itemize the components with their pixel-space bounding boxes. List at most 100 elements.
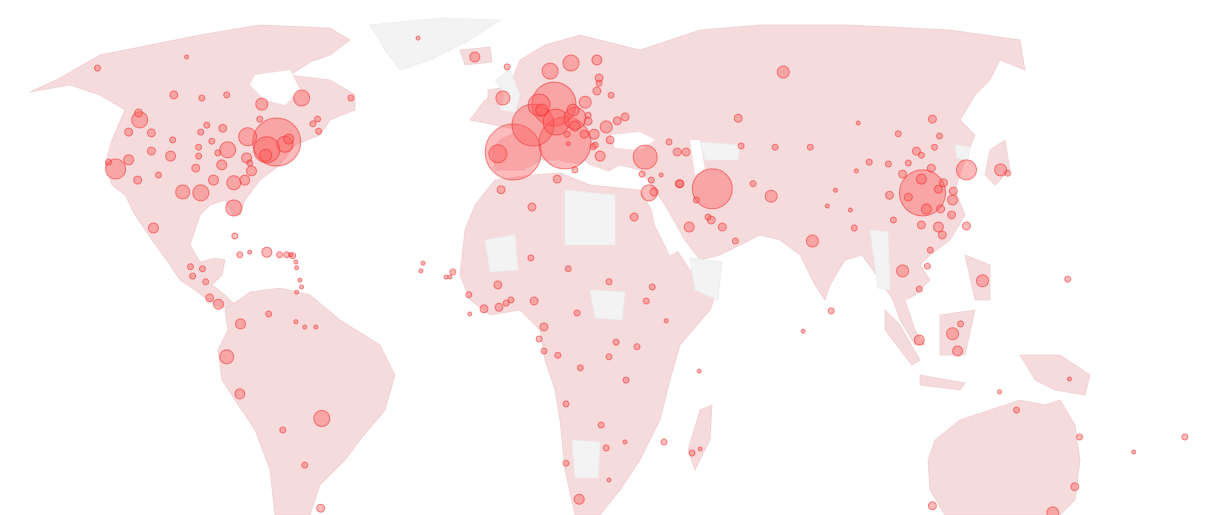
map-bubble[interactable]	[502, 299, 510, 307]
map-bubble[interactable]	[1076, 433, 1084, 441]
map-bubble[interactable]	[218, 123, 228, 133]
map-bubble[interactable]	[571, 166, 579, 174]
map-bubble[interactable]	[932, 221, 944, 233]
map-bubble[interactable]	[293, 319, 299, 325]
map-bubble[interactable]	[658, 172, 664, 178]
map-bubble[interactable]	[599, 120, 613, 134]
map-bubble[interactable]	[495, 90, 511, 106]
map-bubble[interactable]	[465, 291, 473, 299]
map-bubble[interactable]	[622, 439, 628, 445]
map-bubble[interactable]	[225, 199, 243, 217]
map-bubble[interactable]	[226, 175, 242, 191]
map-bubble[interactable]	[123, 154, 135, 166]
map-bubble[interactable]	[865, 158, 873, 166]
map-bubble[interactable]	[541, 62, 559, 80]
map-bubble[interactable]	[415, 35, 421, 41]
map-bubble[interactable]	[638, 170, 646, 178]
map-bubble[interactable]	[165, 150, 177, 162]
map-bubble[interactable]	[578, 95, 592, 109]
map-bubble[interactable]	[936, 204, 946, 214]
map-bubble[interactable]	[764, 189, 778, 203]
map-bubble[interactable]	[189, 272, 197, 280]
map-bubble[interactable]	[539, 322, 549, 332]
map-bubble[interactable]	[1131, 449, 1137, 455]
map-bubble[interactable]	[488, 144, 508, 164]
map-bubble[interactable]	[542, 108, 570, 136]
map-bubble[interactable]	[213, 298, 224, 310]
map-bubble[interactable]	[903, 192, 913, 202]
map-bubble[interactable]	[202, 278, 210, 286]
map-bubble[interactable]	[946, 327, 960, 341]
map-bubble[interactable]	[663, 318, 669, 324]
map-bubble[interactable]	[665, 138, 673, 146]
map-bubble[interactable]	[633, 343, 641, 351]
map-bubble[interactable]	[261, 246, 273, 258]
map-bubble[interactable]	[420, 260, 426, 266]
map-bubble[interactable]	[566, 103, 580, 117]
map-bubble[interactable]	[199, 265, 206, 273]
map-bubble[interactable]	[927, 501, 937, 511]
map-bubble[interactable]	[208, 174, 219, 186]
map-bubble[interactable]	[594, 73, 604, 83]
map-bubble[interactable]	[850, 224, 858, 232]
map-bubble[interactable]	[947, 210, 957, 220]
map-bubble[interactable]	[976, 274, 989, 288]
map-bubble[interactable]	[889, 216, 897, 224]
map-bubble[interactable]	[675, 179, 685, 189]
map-bubble[interactable]	[612, 116, 622, 126]
map-bubble[interactable]	[256, 115, 264, 123]
map-bubble[interactable]	[589, 143, 597, 151]
map-bubble[interactable]	[691, 168, 733, 210]
map-bubble[interactable]	[926, 163, 936, 173]
map-bubble[interactable]	[449, 268, 457, 276]
map-bubble[interactable]	[885, 190, 894, 200]
map-bubble[interactable]	[894, 130, 902, 138]
map-bubble[interactable]	[672, 147, 682, 157]
map-bubble[interactable]	[948, 186, 958, 196]
map-bubble[interactable]	[1064, 275, 1072, 283]
map-bubble[interactable]	[915, 285, 923, 293]
map-bubble[interactable]	[124, 127, 134, 137]
map-bubble[interactable]	[503, 63, 511, 71]
map-bubble[interactable]	[496, 185, 506, 195]
map-bubble[interactable]	[447, 274, 453, 280]
map-bubble[interactable]	[347, 94, 355, 102]
map-bubble[interactable]	[562, 400, 570, 408]
map-bubble[interactable]	[246, 165, 257, 177]
map-bubble[interactable]	[591, 54, 603, 66]
map-bubble[interactable]	[899, 169, 946, 217]
map-bubble[interactable]	[620, 112, 630, 122]
map-bubble[interactable]	[648, 283, 656, 291]
map-bubble[interactable]	[584, 111, 592, 119]
map-bubble[interactable]	[155, 171, 162, 179]
map-bubble[interactable]	[146, 128, 156, 138]
map-bubble[interactable]	[588, 128, 600, 140]
map-bubble[interactable]	[316, 503, 326, 513]
map-bubble[interactable]	[540, 347, 548, 355]
map-bubble[interactable]	[205, 293, 215, 303]
map-bubble[interactable]	[219, 349, 235, 365]
map-bubble[interactable]	[527, 202, 537, 212]
map-bubble[interactable]	[576, 364, 584, 372]
map-bubble[interactable]	[247, 249, 253, 255]
map-bubble[interactable]	[853, 168, 859, 174]
map-bubble[interactable]	[195, 143, 203, 151]
map-bubble[interactable]	[938, 178, 948, 188]
map-bubble[interactable]	[997, 389, 1002, 395]
map-bubble[interactable]	[564, 265, 572, 273]
map-bubble[interactable]	[279, 426, 287, 434]
map-bubble[interactable]	[494, 302, 504, 312]
map-bubble[interactable]	[776, 65, 790, 79]
map-bubble[interactable]	[827, 307, 835, 315]
map-bubble[interactable]	[198, 94, 206, 102]
map-bubble[interactable]	[527, 254, 535, 262]
map-bubble[interactable]	[293, 89, 311, 107]
map-bubble[interactable]	[733, 113, 743, 123]
map-bubble[interactable]	[313, 324, 319, 330]
map-bubble[interactable]	[597, 421, 605, 429]
map-bubble[interactable]	[569, 120, 581, 132]
map-bubble[interactable]	[962, 221, 971, 231]
map-bubble[interactable]	[915, 173, 927, 185]
map-bubble[interactable]	[704, 213, 712, 221]
map-bubble[interactable]	[313, 410, 331, 427]
